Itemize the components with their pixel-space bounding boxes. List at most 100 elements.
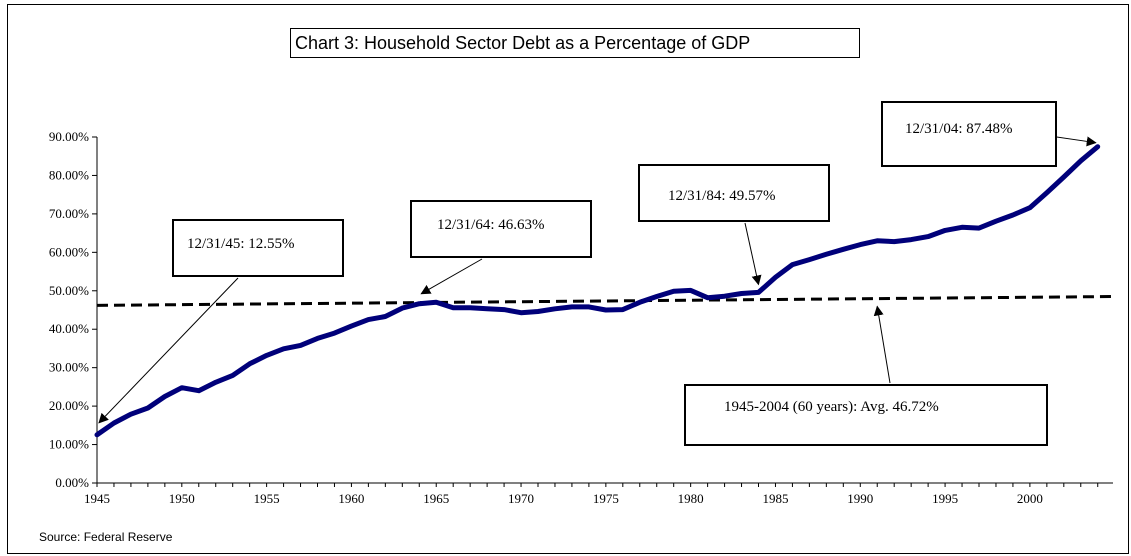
- x-tick-label: 2000: [1017, 491, 1043, 506]
- debt-point: [349, 324, 353, 328]
- debt-point: [316, 336, 320, 340]
- debt-point: [773, 275, 777, 279]
- debt-point: [1028, 206, 1032, 210]
- debt-series-line: [94, 144, 1101, 438]
- chart-title: Chart 3: Household Sector Debt as a Perc…: [290, 28, 860, 58]
- debt-point: [943, 228, 947, 232]
- debt-point: [417, 302, 421, 306]
- x-tick-label: 1990: [847, 491, 873, 506]
- debt-point: [485, 307, 489, 311]
- debt-point: [553, 307, 557, 311]
- annotation-1964-text: 12/31/64: 46.63%: [437, 217, 545, 233]
- y-tick-label: 50.00%: [49, 283, 89, 298]
- debt-point: [197, 389, 201, 393]
- debt-point: [621, 308, 625, 312]
- debt-point: [706, 296, 710, 300]
- source-note: Source: Federal Reserve: [39, 530, 173, 544]
- debt-point: [332, 331, 336, 335]
- y-tick-label: 30.00%: [49, 360, 89, 375]
- debt-point: [231, 373, 235, 377]
- annotation-1984: 12/31/84: 49.57%: [638, 164, 830, 222]
- y-tick-label: 10.00%: [49, 437, 89, 452]
- debt-point: [689, 288, 693, 292]
- x-tick-label: 1955: [254, 491, 280, 506]
- debt-point: [95, 433, 99, 437]
- x-tick-label: 1960: [338, 491, 364, 506]
- debt-point: [519, 311, 523, 315]
- debt-point: [570, 305, 574, 309]
- debt-point: [875, 239, 879, 243]
- debt-point: [1079, 159, 1083, 163]
- average-line: [96, 295, 1114, 307]
- y-tick-label: 20.00%: [49, 398, 89, 413]
- y-tick-label: 70.00%: [49, 206, 89, 221]
- debt-point: [163, 395, 167, 398]
- annotation-2004-text: 12/31/04: 87.48%: [905, 121, 1013, 137]
- debt-point: [740, 291, 744, 295]
- annotation-2004: 12/31/04: 87.48%: [881, 101, 1057, 167]
- annotation-average-text: 1945-2004 (60 years): Avg. 46.72%: [724, 399, 939, 415]
- debt-point: [790, 263, 794, 267]
- debt-point: [366, 318, 370, 322]
- y-tick-label: 80.00%: [49, 167, 89, 182]
- debt-point: [434, 300, 438, 304]
- debt-point: [994, 219, 998, 223]
- x-tick-label: 1945: [84, 491, 110, 506]
- debt-point: [112, 421, 116, 425]
- y-tick-label: 90.00%: [49, 129, 89, 144]
- y-tick-label: 0.00%: [55, 475, 89, 490]
- debt-point: [1096, 145, 1100, 149]
- debt-point: [1045, 191, 1049, 195]
- debt-point: [723, 294, 727, 298]
- x-tick-label: 1995: [932, 491, 958, 506]
- debt-point: [672, 289, 676, 293]
- x-tick-label: 1965: [423, 491, 449, 506]
- annotation-1984-text: 12/31/84: 49.57%: [668, 188, 776, 204]
- annotation-arrow-a1945: [98, 277, 239, 424]
- debt-point: [146, 406, 150, 410]
- annotation-arrow-aavg: [873, 305, 891, 384]
- x-tick-label: 1985: [762, 491, 788, 506]
- debt-point: [655, 295, 659, 299]
- debt-point: [977, 226, 981, 230]
- debt-point: [265, 353, 269, 357]
- debt-point: [383, 315, 387, 319]
- x-tick-label: 1950: [169, 491, 195, 506]
- debt-point: [536, 310, 540, 314]
- debt-point: [214, 380, 218, 384]
- debt-point: [451, 306, 455, 310]
- y-tick-label: 60.00%: [49, 244, 89, 259]
- debt-point: [858, 243, 862, 247]
- annotation-average: 1945-2004 (60 years): Avg. 46.72%: [684, 384, 1048, 446]
- debt-point: [960, 225, 964, 229]
- annotation-arrow-a1964: [420, 258, 483, 295]
- debt-point: [604, 308, 608, 312]
- debt-point: [248, 362, 252, 366]
- debt-point: [1011, 213, 1015, 217]
- x-tick-label: 1975: [593, 491, 619, 506]
- annotation-1964: 12/31/64: 46.63%: [410, 200, 592, 258]
- annotation-arrow-a1984: [744, 222, 762, 286]
- debt-point: [909, 238, 913, 242]
- debt-point: [502, 308, 506, 312]
- debt-point: [1062, 175, 1066, 179]
- annotation-1945: 12/31/45: 12.55%: [172, 219, 344, 277]
- debt-point: [587, 305, 591, 309]
- debt-point: [807, 258, 811, 262]
- debt-point: [638, 300, 642, 304]
- debt-point: [129, 412, 133, 416]
- chart-frame: [7, 4, 1129, 554]
- x-tick-label: 1980: [678, 491, 704, 506]
- debt-point: [180, 386, 184, 390]
- y-tick-label: 40.00%: [49, 321, 89, 336]
- debt-point: [926, 235, 930, 239]
- debt-point: [841, 247, 845, 251]
- debt-point: [468, 306, 472, 310]
- debt-point: [282, 347, 286, 351]
- debt-point: [757, 290, 761, 294]
- debt-point: [824, 252, 828, 256]
- debt-point: [299, 343, 303, 347]
- debt-point: [892, 240, 896, 244]
